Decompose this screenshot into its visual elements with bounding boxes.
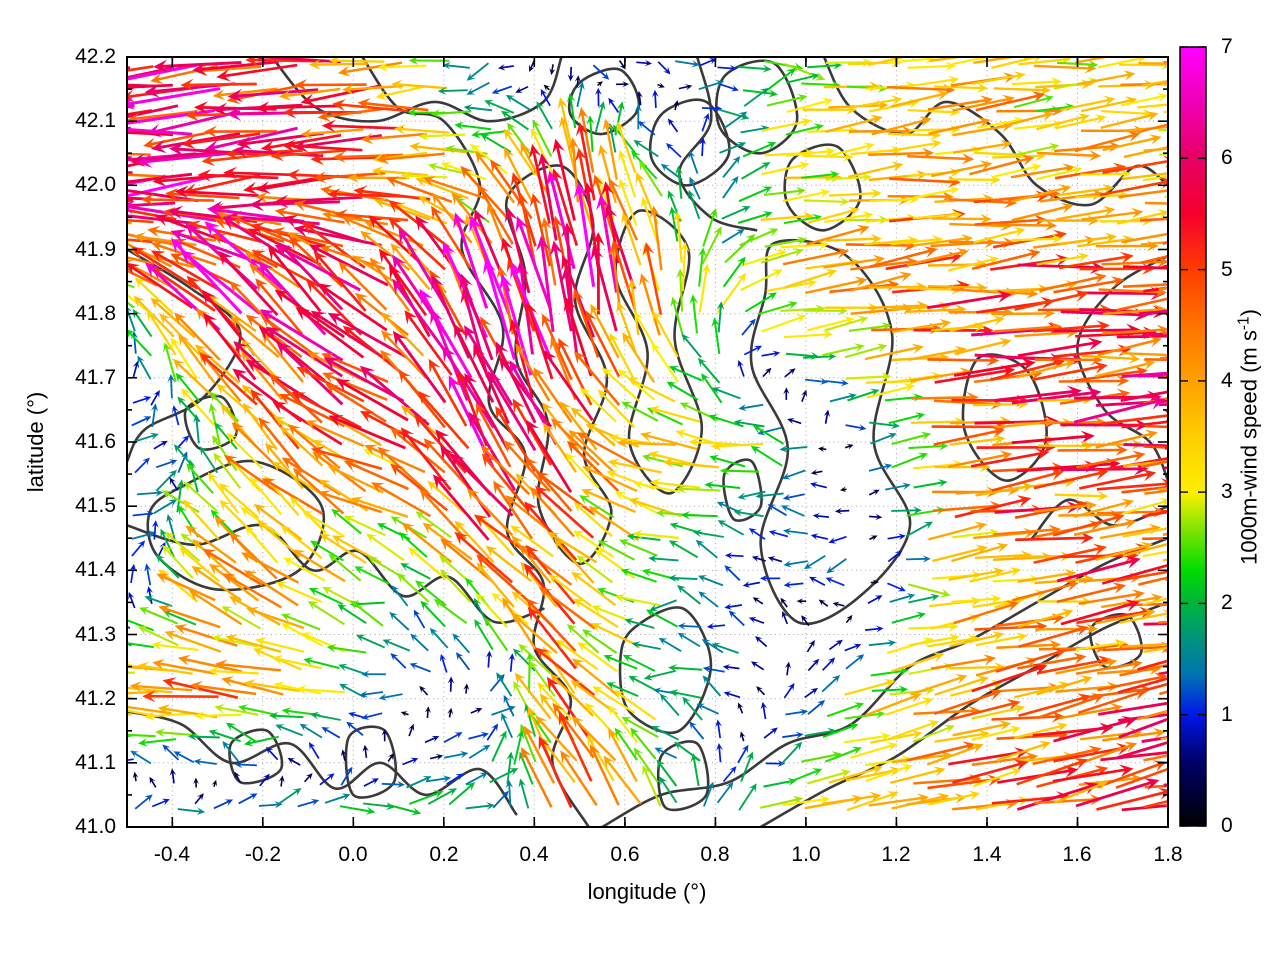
colorbar-tick-label: 4 (1221, 369, 1233, 392)
x-tick-label: 0.0 (338, 843, 368, 866)
x-tick-label: 0.2 (429, 843, 459, 866)
colorbar-tick-label: 3 (1221, 480, 1233, 503)
colorbar-label-text: 1000m-wind speed (m s (1236, 330, 1262, 565)
y-tick-label: 41.6 (75, 430, 116, 453)
x-tick-label: 1.2 (881, 843, 911, 866)
x-tick-label: -0.4 (153, 843, 191, 866)
x-axis-title: longitude (°) (587, 879, 707, 904)
colorbar-label: 1000m-wind speed (m s-1) (1235, 309, 1262, 565)
y-tick-label: 41.4 (75, 558, 116, 581)
y-tick-label: 41.2 (75, 687, 116, 710)
colorbar-tick-label: 7 (1221, 35, 1233, 58)
y-tick-label: 41.9 (75, 238, 116, 261)
y-tick-label: 41.0 (75, 815, 116, 838)
x-tick-label: 1.4 (972, 843, 1002, 866)
y-tick-label: 41.7 (75, 366, 116, 389)
colorbar (1179, 46, 1207, 827)
x-tick-label: -0.2 (244, 843, 282, 866)
y-tick-label: 41.3 (75, 623, 116, 646)
colorbar-tick-label: 2 (1221, 591, 1233, 614)
y-tick-label: 41.5 (75, 494, 116, 517)
y-tick-label: 41.1 (75, 751, 116, 774)
wind-vectors-layer (127, 57, 1168, 816)
colorbar-label-superscript: -1 (1235, 316, 1253, 331)
x-tick-label: 1.8 (1153, 843, 1183, 866)
colorbar-tick-label: 5 (1221, 258, 1233, 281)
colorbar-label-close: ) (1236, 309, 1262, 317)
axes-layer (126, 56, 1169, 828)
y-tick-label: 42.1 (75, 109, 116, 132)
x-tick-label: 0.8 (700, 843, 730, 866)
x-tick-label: 0.6 (610, 843, 640, 866)
x-tick-label: 1.6 (1062, 843, 1092, 866)
y-tick-label: 42.0 (75, 173, 116, 196)
colorbar-gradient (1180, 47, 1206, 826)
x-tick-label: 0.4 (519, 843, 549, 866)
colorbar-tick-label: 0 (1221, 814, 1233, 837)
x-tick-label: 1.0 (791, 843, 821, 866)
colorbar-tick-label: 1 (1221, 703, 1233, 726)
y-tick-label: 41.8 (75, 302, 116, 325)
y-tick-label: 42.2 (75, 45, 116, 68)
colorbar-tick-label: 6 (1221, 146, 1233, 169)
